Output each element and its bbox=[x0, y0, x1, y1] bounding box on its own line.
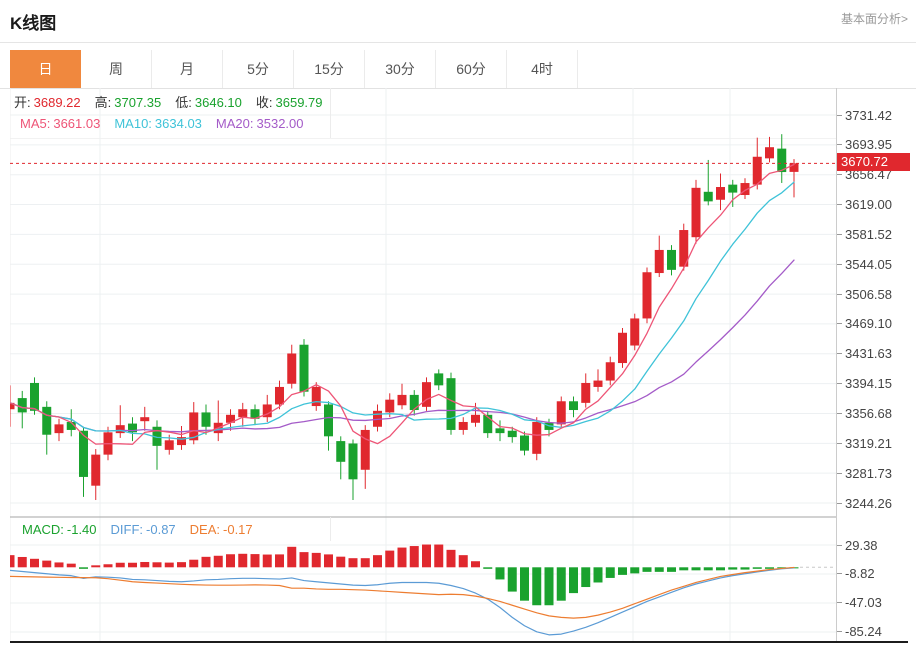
ma-lines bbox=[10, 163, 795, 445]
ohlc-item: 高: 3707.35 bbox=[94, 94, 162, 110]
candles-layer bbox=[10, 134, 799, 501]
price-tick: 3431.63 bbox=[837, 346, 892, 362]
widget-header: K线图 基本面分析> bbox=[0, 0, 916, 43]
price-tick: 3619.00 bbox=[837, 197, 892, 213]
macd-tick: -85.24 bbox=[837, 624, 882, 640]
fundamental-analysis-link[interactable]: 基本面分析> bbox=[840, 12, 908, 26]
macd-item: MACD: -1.40 bbox=[22, 521, 97, 537]
ohlc-legend: 开: 3689.22 高: 3707.35 低: 3646.10 收: 3659.79 bbox=[10, 91, 337, 111]
tabbar-underline bbox=[0, 88, 916, 89]
kline-chart[interactable] bbox=[10, 88, 836, 641]
tab-5分[interactable]: 5分 bbox=[223, 50, 294, 88]
ma-item: MA10: 3634.03 bbox=[114, 115, 202, 131]
legend-divider bbox=[330, 88, 331, 138]
macd-item: DEA: -0.17 bbox=[189, 521, 253, 537]
price-tick: 3581.52 bbox=[837, 226, 892, 242]
period-tabbar: 日周月 5分 15分 30分 60分 4时 bbox=[10, 50, 578, 88]
ohlc-item: 收: 3659.79 bbox=[255, 94, 323, 110]
macd-legend: MACD: -1.40 DIFF: -0.87 DEA: -0.17 bbox=[10, 520, 267, 538]
tab-月[interactable]: 月 bbox=[152, 50, 223, 88]
ohlc-item: 低: 3646.10 bbox=[175, 94, 242, 110]
ma-item: MA20: 3532.00 bbox=[215, 115, 304, 131]
tab-15分[interactable]: 15分 bbox=[294, 50, 365, 88]
current-price-label: 3670.72 bbox=[837, 153, 910, 171]
macd-tick: -47.03 bbox=[837, 595, 882, 611]
macd-legend-divider bbox=[330, 517, 331, 541]
macd-item: DIFF: -0.87 bbox=[110, 521, 176, 537]
price-tick: 3244.26 bbox=[837, 495, 892, 511]
tab-日[interactable]: 日 bbox=[10, 50, 81, 88]
price-tick: 3319.21 bbox=[837, 435, 892, 451]
tab-30分[interactable]: 30分 bbox=[365, 50, 436, 88]
price-tick: 3394.15 bbox=[837, 376, 892, 392]
tab-60分[interactable]: 60分 bbox=[436, 50, 507, 88]
price-tick: 3281.73 bbox=[837, 465, 892, 481]
price-tick: 3693.95 bbox=[837, 137, 892, 153]
macd-tick: -8.82 bbox=[837, 566, 875, 582]
macd-lines bbox=[10, 566, 836, 636]
macd-tick: 29.38 bbox=[837, 537, 878, 553]
ma-legend: MA5: 3661.03 MA10: 3634.03 MA20: 3532.00 bbox=[10, 113, 318, 133]
bottom-border bbox=[10, 641, 908, 643]
ohlc-item: 开: 3689.22 bbox=[14, 94, 81, 110]
tab-周[interactable]: 周 bbox=[81, 50, 152, 88]
price-tick: 3469.10 bbox=[837, 316, 892, 332]
ma-item: MA5: 3661.03 bbox=[20, 115, 101, 131]
legend-underline bbox=[10, 138, 836, 139]
gridlines bbox=[10, 88, 836, 641]
price-tick: 3506.58 bbox=[837, 286, 892, 302]
macd-histogram bbox=[10, 544, 799, 606]
price-tick: 3356.68 bbox=[837, 405, 892, 421]
page-title: K线图 bbox=[10, 14, 57, 33]
price-tick: 3544.05 bbox=[837, 256, 892, 272]
tab-4时[interactable]: 4时 bbox=[507, 50, 578, 88]
price-tick: 3731.42 bbox=[837, 107, 892, 123]
